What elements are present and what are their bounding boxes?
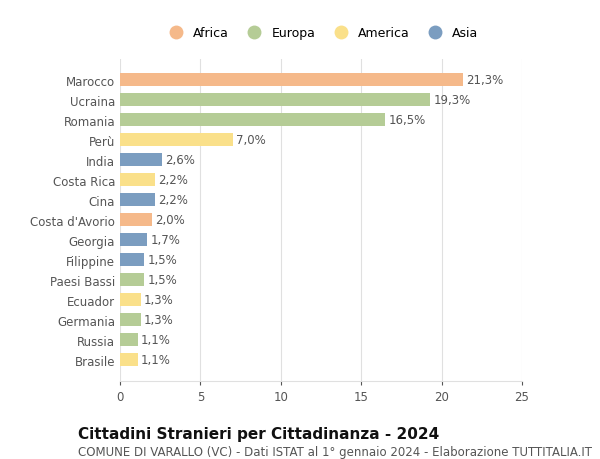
Bar bbox=[120, 274, 144, 286]
Bar bbox=[120, 174, 155, 187]
Text: 1,1%: 1,1% bbox=[141, 333, 171, 347]
Text: 16,5%: 16,5% bbox=[389, 114, 426, 127]
Bar bbox=[120, 94, 430, 107]
Bar bbox=[120, 134, 233, 147]
Bar bbox=[120, 294, 141, 307]
Bar bbox=[120, 154, 162, 167]
Text: 1,3%: 1,3% bbox=[144, 294, 174, 307]
Bar bbox=[120, 313, 141, 326]
Bar bbox=[120, 214, 152, 227]
Bar bbox=[120, 234, 148, 247]
Bar bbox=[120, 74, 463, 87]
Text: 1,3%: 1,3% bbox=[144, 313, 174, 326]
Legend: Africa, Europa, America, Asia: Africa, Europa, America, Asia bbox=[163, 28, 479, 40]
Text: COMUNE DI VARALLO (VC) - Dati ISTAT al 1° gennaio 2024 - Elaborazione TUTTITALIA: COMUNE DI VARALLO (VC) - Dati ISTAT al 1… bbox=[78, 445, 592, 458]
Text: 7,0%: 7,0% bbox=[236, 134, 266, 147]
Text: 19,3%: 19,3% bbox=[434, 94, 471, 107]
Bar bbox=[120, 254, 144, 267]
Text: 2,2%: 2,2% bbox=[158, 194, 188, 207]
Text: Cittadini Stranieri per Cittadinanza - 2024: Cittadini Stranieri per Cittadinanza - 2… bbox=[78, 426, 439, 441]
Text: 2,0%: 2,0% bbox=[155, 214, 185, 227]
Text: 2,6%: 2,6% bbox=[165, 154, 195, 167]
Bar bbox=[120, 194, 155, 207]
Bar bbox=[120, 353, 137, 366]
Text: 1,1%: 1,1% bbox=[141, 353, 171, 366]
Text: 21,3%: 21,3% bbox=[466, 74, 503, 87]
Text: 2,2%: 2,2% bbox=[158, 174, 188, 187]
Bar bbox=[120, 334, 137, 347]
Text: 1,7%: 1,7% bbox=[151, 234, 181, 247]
Text: 1,5%: 1,5% bbox=[148, 274, 177, 286]
Text: 1,5%: 1,5% bbox=[148, 254, 177, 267]
Bar bbox=[120, 114, 385, 127]
